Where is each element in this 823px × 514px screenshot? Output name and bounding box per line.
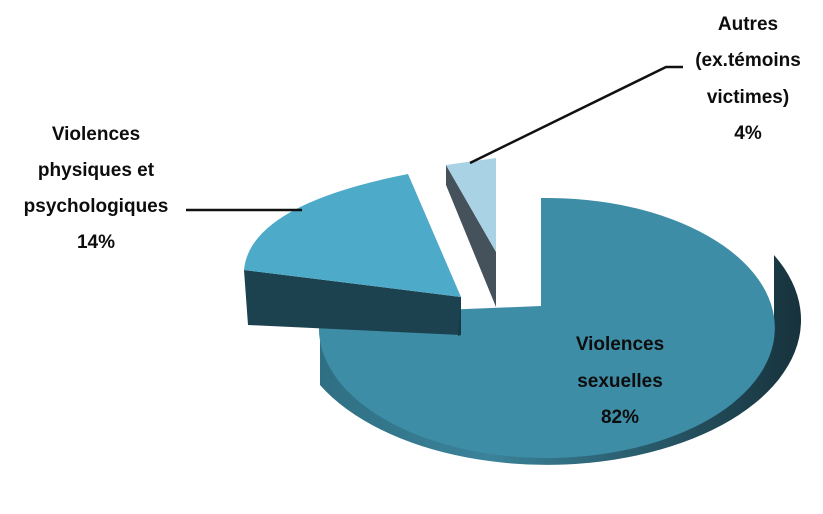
- slice-end-face: [458, 297, 461, 336]
- label-autres: Autres (ex.témoins victimes) 4%: [695, 14, 801, 144]
- slice-label-line: (ex.témoins: [695, 50, 801, 71]
- label-violences-physiques: Violences physiques et psychologiques 14…: [24, 124, 169, 253]
- slice-label-line: victimes): [707, 87, 789, 108]
- slice-side: [446, 165, 496, 307]
- slice-label-line: Violences: [52, 124, 140, 145]
- slice-value-label: 82%: [601, 407, 639, 428]
- leader-line-autres: [469, 65, 683, 165]
- slice-top: [318, 197, 775, 458]
- slice-value-label: 4%: [734, 123, 762, 144]
- label-violences-sexuelles: Violences sexuelles 82%: [576, 334, 664, 428]
- slice-top: [244, 174, 461, 297]
- slice-side: [244, 270, 461, 335]
- pie-slice-violences-sexuelles: [318, 197, 802, 465]
- slice-label-line: sexuelles: [577, 371, 663, 392]
- slice-label-line: Autres: [718, 14, 778, 35]
- pie-slice-autres: [446, 158, 496, 307]
- slice-top: [446, 158, 496, 252]
- pie-slice-violences-physiques: [244, 174, 461, 336]
- slice-label-line: Violences: [576, 334, 664, 355]
- slice-value-label: 14%: [77, 232, 115, 253]
- slice-label-line: psychologiques: [24, 196, 169, 217]
- slice-label-line: physiques et: [38, 160, 155, 181]
